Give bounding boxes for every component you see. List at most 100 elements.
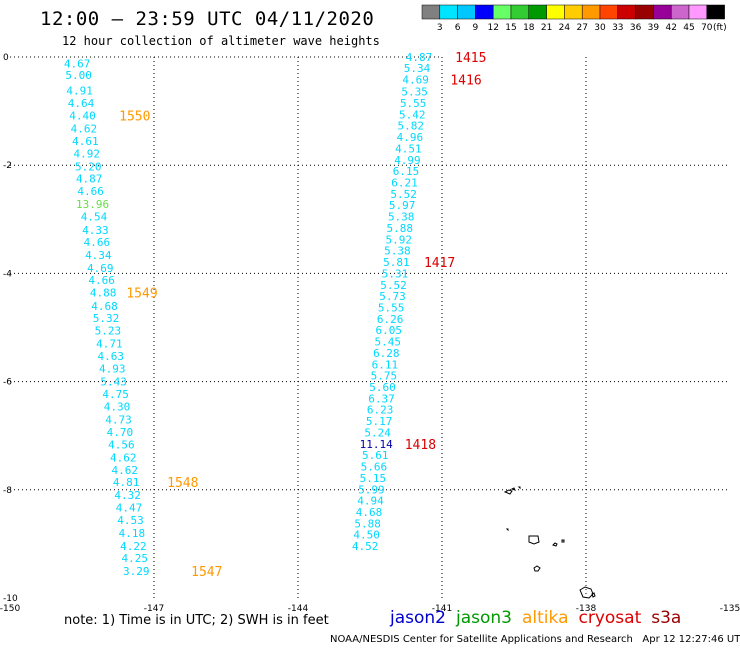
time-label: 1415: [455, 51, 486, 66]
colorbar-label: 18: [523, 23, 535, 33]
colorbar-label: 6: [455, 23, 461, 33]
swh-value-label: 6.05: [375, 324, 402, 337]
swh-value-label: 4.87: [406, 51, 433, 64]
colorbar-swatch: [457, 4, 476, 20]
colorbar-swatch: [617, 4, 636, 20]
swh-value-label: 4.73: [105, 413, 132, 426]
swh-value-label: 6.26: [377, 313, 404, 326]
swh-value-label: 4.66: [84, 236, 111, 249]
colorbar-label: 36: [630, 23, 642, 33]
swh-value-label: 5.55: [400, 97, 427, 110]
swh-value-label: 5.24: [364, 426, 391, 439]
swh-value-label: 4.66: [88, 274, 115, 287]
colorbar-label: 39: [648, 23, 660, 33]
colorbar-label: 24: [559, 23, 571, 33]
swh-value-label: 5.61: [362, 449, 389, 462]
swh-value-label: 5.38: [388, 211, 415, 224]
x-tick-label: -141: [432, 604, 452, 614]
island-shape: [579, 586, 594, 599]
islands: [503, 486, 596, 599]
swh-value-label: 5.23: [95, 325, 122, 338]
swh-value-label: 4.32: [114, 489, 141, 502]
colorbar-swatch: [475, 4, 494, 20]
swh-value-label: 4.75: [102, 388, 129, 401]
swh-value-label: 6.21: [391, 177, 418, 190]
satellite-legend-item: jason2: [390, 608, 446, 628]
y-tick-label: -10: [3, 594, 18, 604]
swh-value-label: 5.45: [375, 336, 402, 349]
satellite-legend-item: altika: [522, 608, 569, 628]
credit-line: NOAA/NESDIS Center for Satellite Applica…: [0, 634, 740, 645]
island-shape: [591, 592, 596, 598]
swh-value-label: 4.25: [122, 552, 149, 565]
satellite-legend-item: s3a: [651, 608, 682, 628]
swh-value-label: 4.30: [104, 400, 131, 413]
swh-value-label: 4.69: [87, 262, 114, 275]
swh-value-label: 5.15: [360, 472, 387, 485]
swh-value-label: 5.00: [65, 69, 92, 82]
colorbar-swatch: [546, 4, 565, 20]
swh-value-label: 5.52: [390, 188, 417, 201]
swh-value-label: 13.96: [76, 198, 109, 211]
colorbar-label: 33: [612, 23, 623, 33]
swh-value-label: 4.67: [64, 57, 91, 70]
swh-value-label: 6.28: [373, 347, 400, 360]
time-label: 1547: [191, 565, 222, 580]
swh-value-label: 4.64: [68, 97, 95, 110]
colorbar-label: 45: [683, 23, 694, 33]
swh-value-label: 4.93: [99, 363, 126, 376]
colorbar-swatch: [421, 4, 441, 20]
swh-value-label: 5.88: [387, 222, 414, 235]
colorbar-label: 12: [487, 23, 498, 33]
swh-value-label: 5.34: [404, 62, 431, 75]
swh-value-label: 4.62: [110, 451, 137, 464]
swh-value-label: 4.61: [72, 135, 99, 148]
satellite-legend: jason2 jason3 altika cryosat s3a: [390, 608, 691, 628]
swh-value-label: 4.94: [357, 495, 384, 508]
colorbar-label: 27: [576, 23, 587, 33]
colorbar-unit: (ft): [713, 23, 727, 33]
colorbar-label: 9: [473, 23, 479, 33]
swh-value-label: 3.29: [123, 565, 150, 578]
swh-value-label: 4.71: [96, 338, 123, 351]
colorbar-swatch: [564, 4, 583, 20]
time-label: 1549: [126, 286, 157, 301]
time-label: 1416: [450, 74, 481, 89]
swh-value-label: 4.63: [98, 350, 125, 363]
island-shape: [552, 542, 558, 547]
swh-value-label: 5.42: [399, 108, 426, 121]
colorbar-swatch: [528, 4, 547, 20]
swh-value-label: 4.52: [352, 540, 379, 553]
colorbar-swatch: [706, 4, 725, 20]
swh-value-label: 4.96: [397, 131, 424, 144]
swh-value-label: 4.91: [66, 85, 93, 98]
x-tick-label: -138: [576, 604, 597, 614]
y-tick-label: 0: [3, 53, 9, 63]
colorbar-swatch: [688, 4, 708, 20]
swh-value-label: 5.43: [100, 376, 127, 389]
island-shape: [561, 539, 565, 543]
colorbar-swatch: [670, 4, 690, 20]
colorbar-swatch: [439, 4, 458, 20]
colorbar: 3 6 9 12 15 18 21 24 27 30 33 36 39 42 45 70 (ft): [421, 4, 727, 33]
colorbar-label: 42: [665, 23, 676, 33]
x-tick-label: -144: [288, 604, 309, 614]
swh-value-label: 4.62: [111, 464, 138, 477]
swh-value-label: 4.50: [353, 529, 380, 542]
swh-value-label: 4.69: [402, 74, 429, 87]
swh-value-label: 4.70: [107, 426, 134, 439]
swh-value-label: 4.62: [71, 122, 98, 135]
colorbar-swatch: [510, 4, 530, 20]
swh-value-label: 5.60: [369, 381, 396, 394]
y-tick-label: -4: [3, 269, 12, 279]
satellite-legend-item: cryosat: [578, 608, 642, 628]
x-tick-label: -135: [720, 604, 740, 614]
x-tick-label: -150: [0, 604, 20, 614]
swh-value-label: 11.14: [360, 438, 393, 451]
swh-value-label: 5.55: [378, 301, 405, 314]
swh-value-label: 4.18: [119, 527, 146, 540]
swh-value-label: 4.88: [90, 286, 117, 299]
swh-value-label: 4.87: [76, 173, 103, 186]
swh-value-label: 4.92: [74, 147, 101, 160]
